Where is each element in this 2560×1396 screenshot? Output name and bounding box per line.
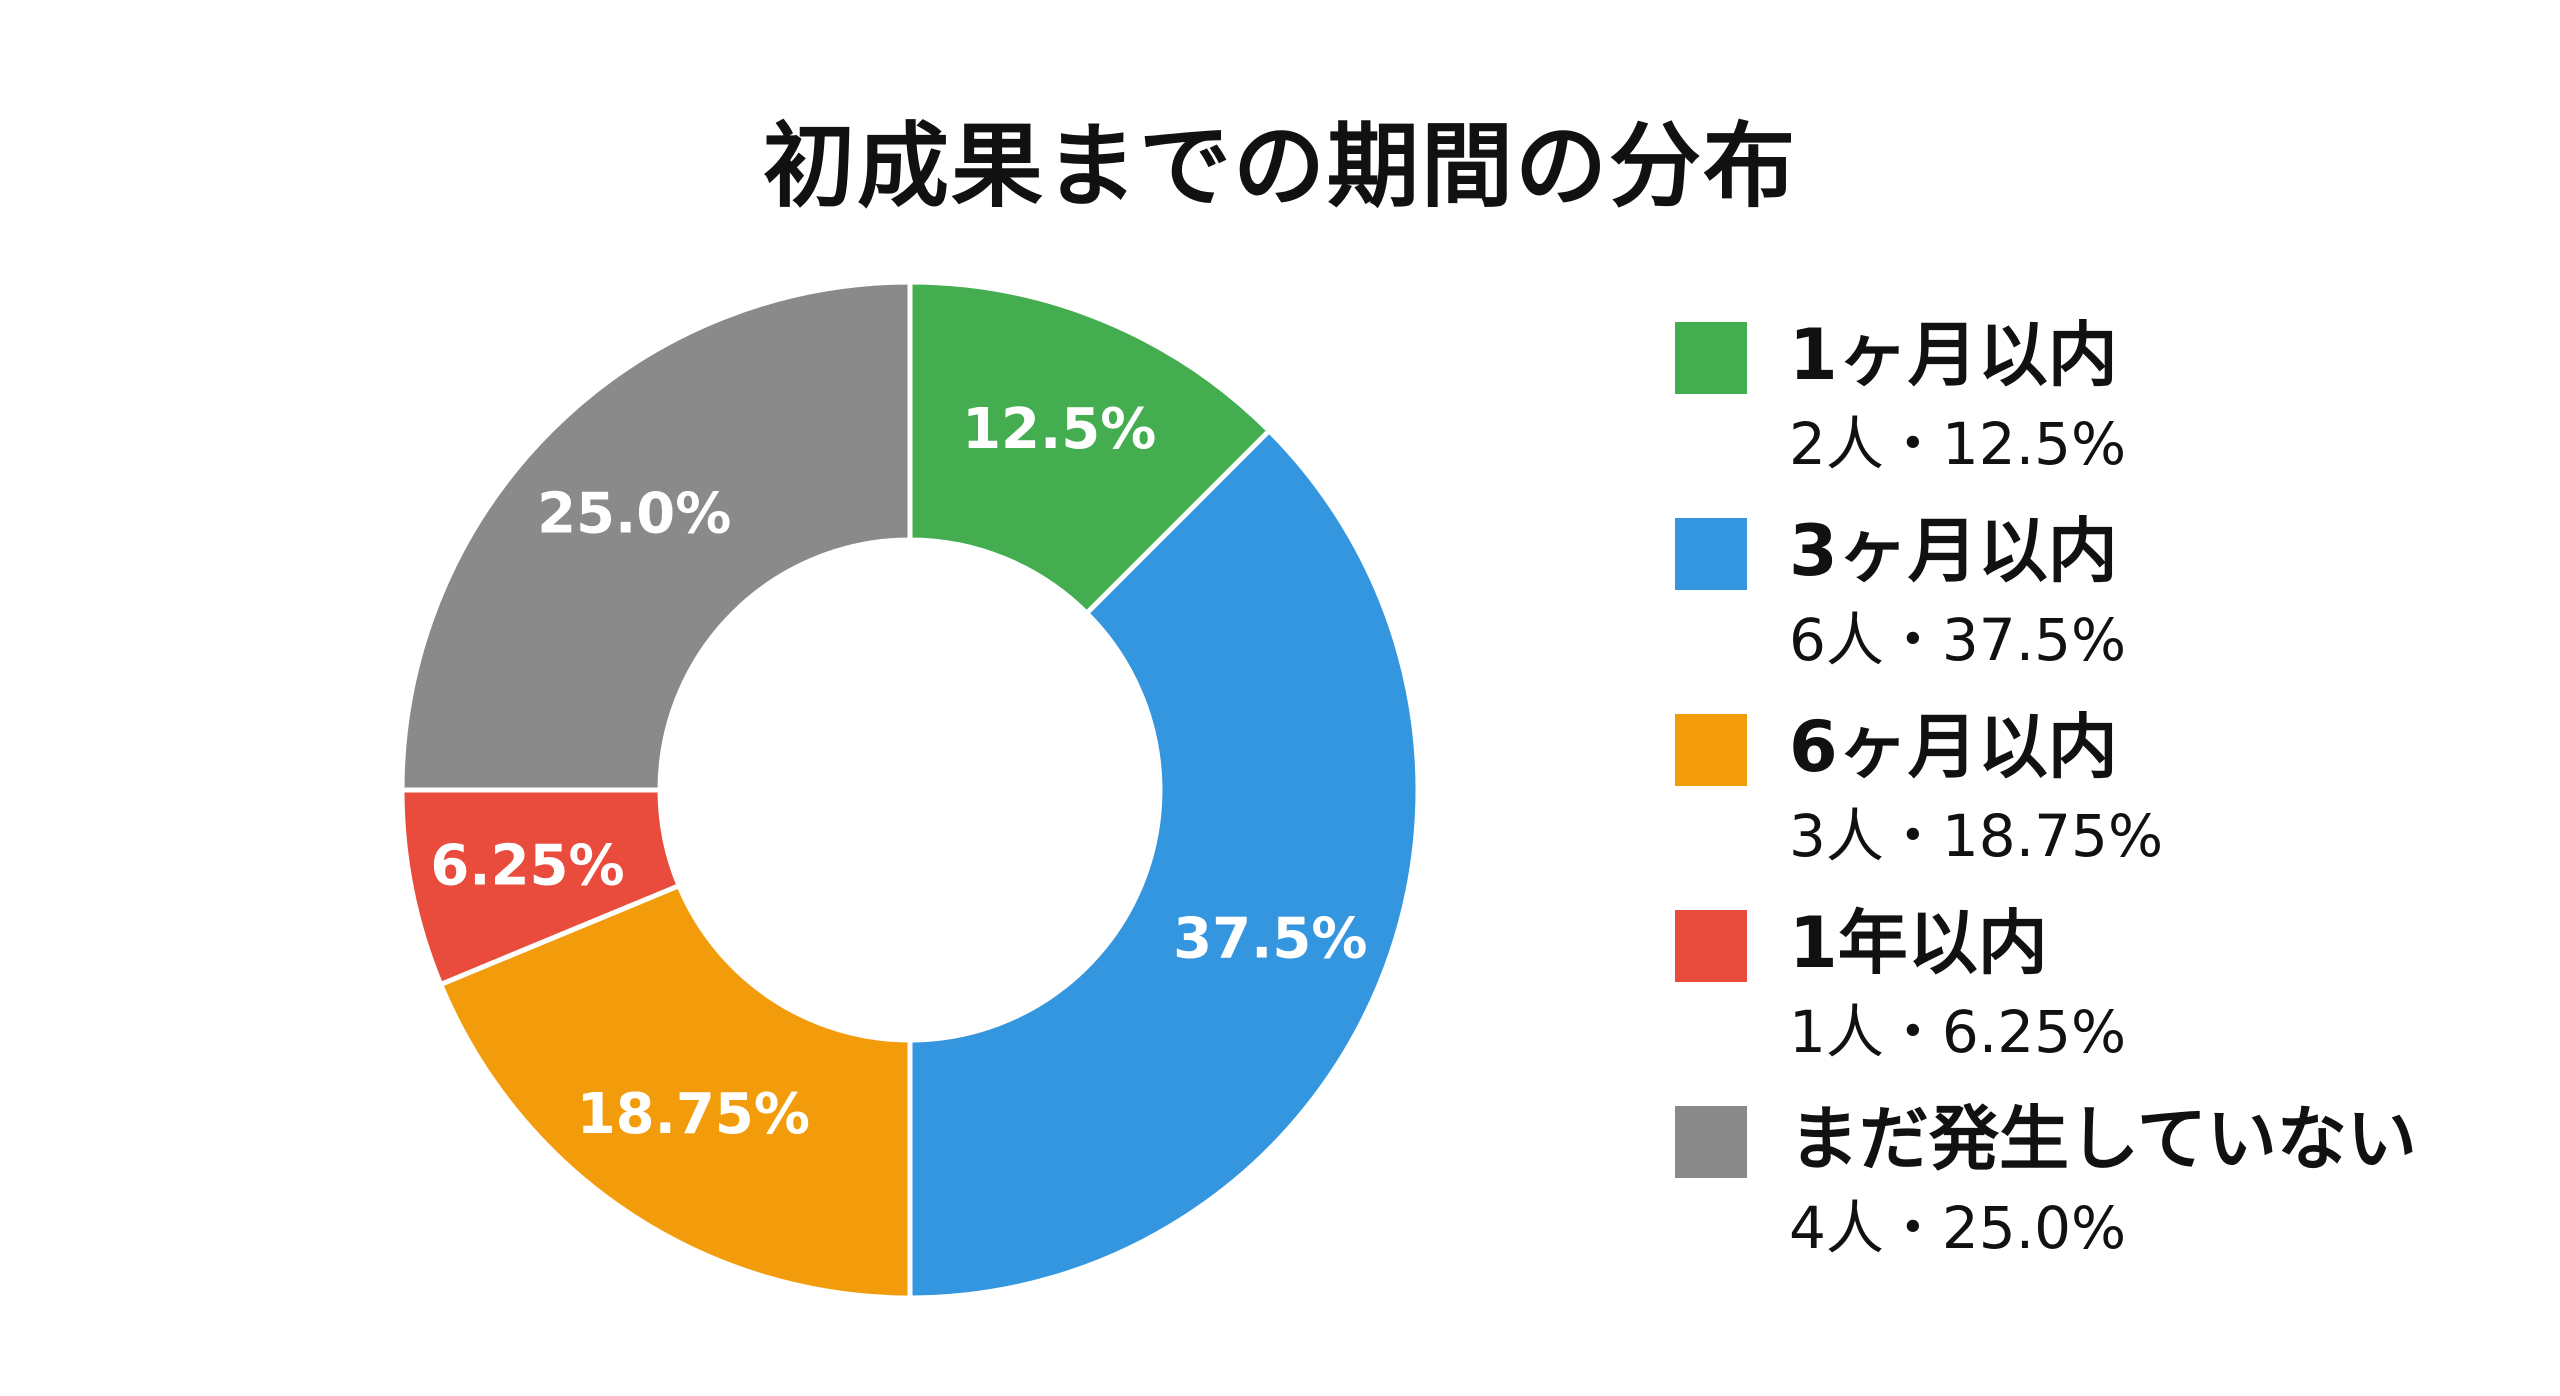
legend-detail-1-month: 2人・12.5% [1789, 410, 2127, 478]
legend-label-not-yet: まだ発生していない [1789, 1098, 2417, 1180]
legend-item-1-year: 1年以内 1人・6.25% [1675, 888, 2535, 1084]
legend-detail-not-yet: 4人・25.0% [1789, 1194, 2127, 1262]
legend-label-1-year: 1年以内 [1789, 902, 2048, 984]
slice-6-months [437, 882, 913, 1301]
legend-swatch-1-month [1675, 322, 1747, 394]
slice-label-1-year: 6.25% [430, 834, 624, 899]
legend-swatch-not-yet [1675, 1106, 1747, 1178]
legend: 1ヶ月以内 2人・12.5% 3ヶ月以内 6人・37.5% 6ヶ月以内 3人・1… [1675, 300, 2535, 1280]
legend-item-6-months: 6ヶ月以内 3人・18.75% [1675, 692, 2535, 888]
legend-swatch-1-year [1675, 910, 1747, 982]
legend-label-3-months: 3ヶ月以内 [1789, 510, 2118, 592]
legend-swatch-3-months [1675, 518, 1747, 590]
slice-label-6-months: 18.75% [577, 1082, 810, 1147]
legend-label-6-months: 6ヶ月以内 [1789, 706, 2118, 788]
legend-item-1-month: 1ヶ月以内 2人・12.5% [1675, 300, 2535, 496]
slice-3-months [907, 427, 1421, 1301]
chart-title: 初成果までの期間の分布 [762, 113, 1797, 220]
slice-label-not-yet: 25.0% [537, 482, 731, 547]
slice-not-yet [399, 279, 913, 793]
slice-1-month [907, 279, 1273, 617]
legend-detail-1-year: 1人・6.25% [1789, 998, 2127, 1066]
slice-label-3-months: 37.5% [1173, 907, 1367, 972]
legend-detail-6-months: 3人・18.75% [1789, 802, 2164, 870]
legend-swatch-6-months [1675, 714, 1747, 786]
legend-item-3-months: 3ヶ月以内 6人・37.5% [1675, 496, 2535, 692]
legend-label-1-month: 1ヶ月以内 [1789, 314, 2118, 396]
slice-label-1-month: 12.5% [962, 397, 1156, 462]
legend-detail-3-months: 6人・37.5% [1789, 606, 2127, 674]
legend-item-not-yet: まだ発生していない 4人・25.0% [1675, 1084, 2535, 1280]
